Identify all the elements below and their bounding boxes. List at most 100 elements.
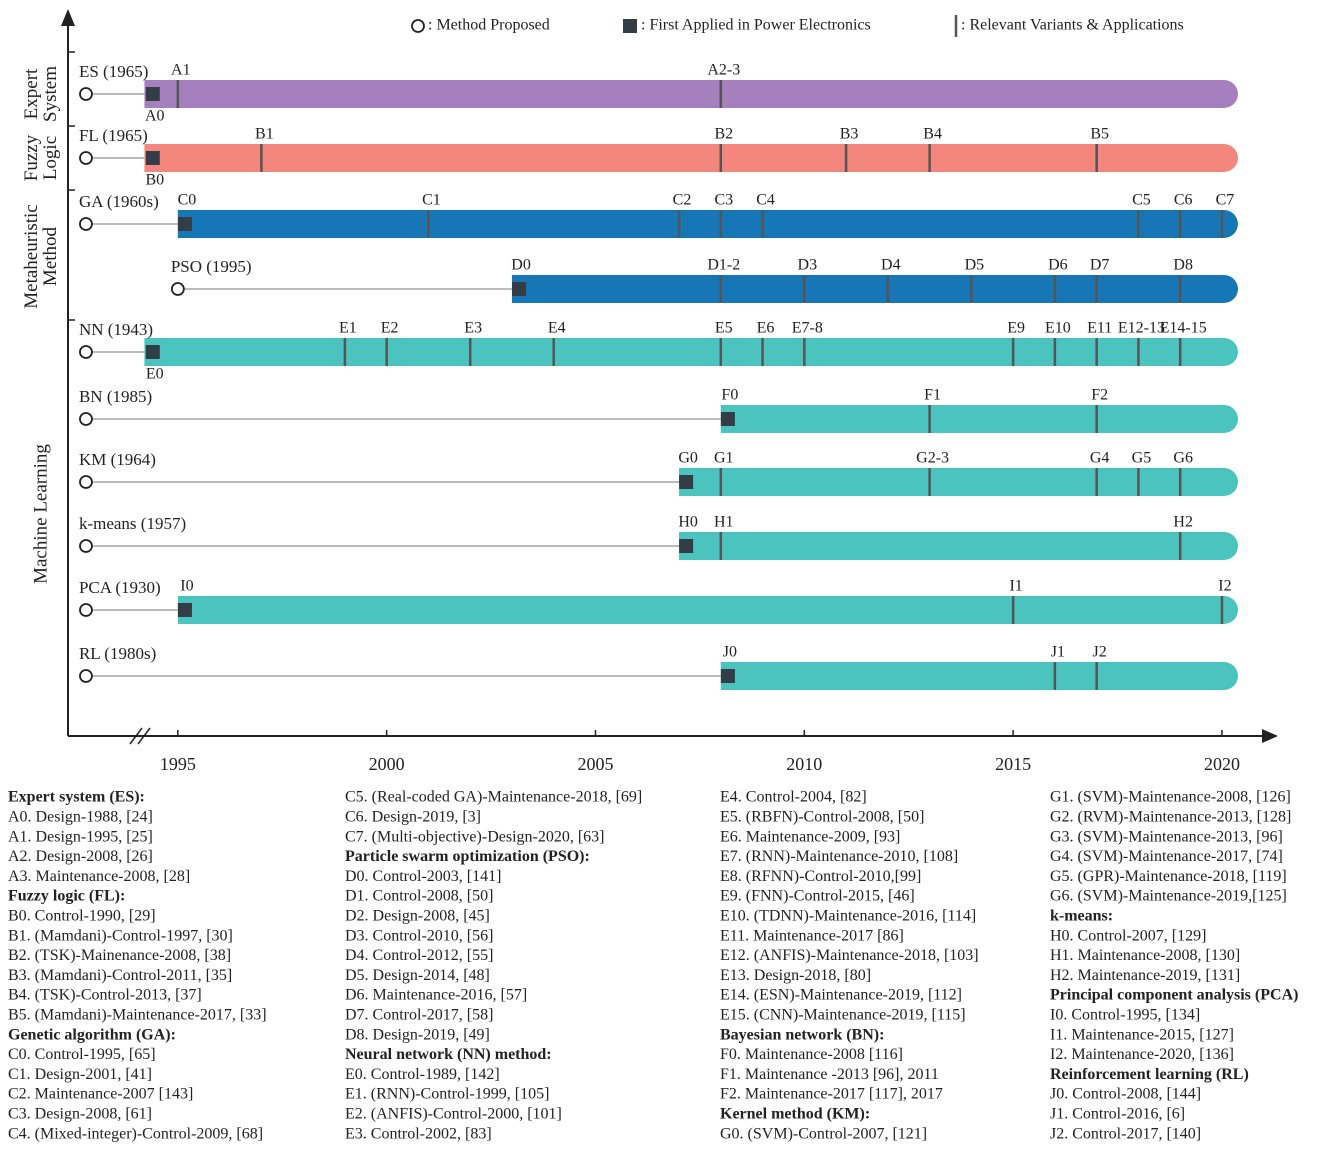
- note-line: C1. Design-2001, [41]: [8, 1066, 152, 1083]
- note-heading: Fuzzy logic (FL):: [8, 888, 125, 905]
- first-applied-marker: [720, 669, 735, 683]
- variant-label: B3: [840, 126, 859, 143]
- note-line: E14. (ESN)-Maintenance-2019, [112]: [720, 987, 962, 1004]
- group-label: Logic: [40, 136, 61, 180]
- first-applied-label: J0: [723, 644, 737, 661]
- timeline-bar: [679, 468, 1238, 496]
- variant-label: C6: [1174, 192, 1193, 209]
- method-label: PSO (1995): [171, 257, 252, 276]
- variant-label: C7: [1216, 192, 1235, 209]
- first-applied-marker: [720, 412, 735, 426]
- variant-label: F1: [924, 387, 941, 404]
- note-line: F2. Maintenance-2017 [117], 2017: [720, 1086, 943, 1103]
- note-line: J1. Control-2016, [6]: [1050, 1105, 1185, 1122]
- note-line: H0. Control-2007, [129]: [1050, 927, 1206, 944]
- note-line: B1. (Mamdani)-Control-1997, [30]: [8, 927, 233, 944]
- note-line: J2. Control-2017, [140]: [1050, 1125, 1201, 1142]
- variant-label: B1: [255, 126, 274, 143]
- note-heading: Neural network (NN) method:: [345, 1046, 552, 1063]
- note-line: A1. Design-1995, [25]: [8, 828, 153, 845]
- note-line: C0. Control-1995, [65]: [8, 1046, 156, 1063]
- method-label: PCA (1930): [79, 578, 161, 597]
- variant-label: A1: [171, 62, 191, 79]
- note-line: D1. Control-2008, [50]: [345, 888, 493, 905]
- note-line: E3. Control-2002, [83]: [345, 1125, 492, 1142]
- x-tick-label: 2015: [995, 754, 1031, 774]
- first-applied-label: E0: [146, 366, 164, 383]
- first-applied-marker: [177, 603, 192, 617]
- note-line: E12. (ANFIS)-Maintenance-2018, [103]: [720, 947, 979, 964]
- x-tick-label: 2020: [1204, 754, 1240, 774]
- variant-label: D3: [798, 257, 818, 274]
- note-heading: Particle swarm optimization (PSO):: [345, 848, 590, 865]
- note-line: C3. Design-2008, [61]: [8, 1105, 152, 1122]
- note-line: G0. (SVM)-Control-2007, [121]: [720, 1125, 927, 1142]
- variant-label: D7: [1090, 257, 1110, 274]
- x-tick-label: 2010: [786, 754, 822, 774]
- group-label: Expert: [21, 68, 42, 119]
- first-applied-marker: [177, 217, 192, 231]
- note-line: G5. (GPR)-Maintenance-2018, [119]: [1050, 868, 1287, 885]
- method-label: FL (1965): [79, 126, 148, 145]
- axis-break: [129, 727, 143, 745]
- first-applied-label: I0: [180, 578, 193, 595]
- note-line: B2. (TSK)-Mainenance-2008, [38]: [8, 947, 231, 964]
- proposed-marker: [79, 151, 93, 165]
- x-axis-arrow: [1262, 729, 1278, 743]
- variant-label: E12-13: [1118, 320, 1165, 337]
- note-line: C4. (Mixed-integer)-Control-2009, [68]: [8, 1125, 263, 1142]
- note-line: E9. (FNN)-Control-2015, [46]: [720, 888, 915, 905]
- note-line: B3. (Mamdani)-Control-2011, [35]: [8, 967, 232, 984]
- legend-label: : First Applied in Power Electronics: [641, 17, 871, 34]
- variant-label: E9: [1007, 320, 1025, 337]
- note-heading: Reinforcement learning (RL): [1050, 1066, 1249, 1083]
- variant-label: C3: [714, 192, 733, 209]
- legend-circle: [411, 19, 425, 33]
- note-line: E2. (ANFIS)-Control-2000, [101]: [345, 1105, 562, 1122]
- note-heading: Kernel method (KM):: [720, 1105, 870, 1122]
- axis-break: [137, 727, 151, 745]
- first-applied-label: B0: [145, 172, 164, 189]
- timeline-bar: [144, 144, 1238, 172]
- variant-label: C1: [422, 192, 441, 209]
- note-line: G6. (SVM)-Maintenance-2019,[125]: [1050, 888, 1287, 905]
- variant-label: A2-3: [707, 62, 740, 79]
- note-heading: Expert system (ES):: [8, 789, 145, 806]
- note-line: G4. (SVM)-Maintenance-2017, [74]: [1050, 848, 1283, 865]
- note-line: D4. Control-2012, [55]: [345, 947, 493, 964]
- proposed-marker: [79, 87, 93, 101]
- variant-label: I1: [1009, 578, 1022, 595]
- timeline-bar: [177, 210, 1238, 238]
- variant-label: E1: [339, 320, 357, 337]
- note-line: G1. (SVM)-Maintenance-2008, [126]: [1050, 789, 1291, 806]
- proposed-marker: [79, 539, 93, 553]
- note-line: E10. (TDNN)-Maintenance-2016, [114]: [720, 907, 976, 924]
- legend-label: : Method Proposed: [428, 17, 550, 34]
- note-line: D8. Design-2019, [49]: [345, 1026, 490, 1043]
- note-line: D0. Control-2003, [141]: [345, 868, 501, 885]
- first-applied-label: A0: [145, 108, 165, 125]
- variant-label: B2: [714, 126, 733, 143]
- first-applied-label: G0: [678, 450, 698, 467]
- timeline-bar: [720, 405, 1238, 434]
- proposed-marker: [79, 603, 93, 617]
- note-line: A2. Design-2008, [26]: [8, 848, 153, 865]
- method-label: ES (1965): [79, 62, 148, 81]
- proposed-marker: [79, 475, 93, 489]
- note-line: E15. (CNN)-Maintenance-2019, [115]: [720, 1006, 966, 1023]
- variant-label: C5: [1132, 192, 1151, 209]
- note-line: F0. Maintenance-2008 [116]: [720, 1046, 903, 1063]
- method-label: NN (1943): [79, 320, 153, 339]
- note-line: B4. (TSK)-Control-2013, [37]: [8, 987, 202, 1004]
- variant-label: F2: [1091, 387, 1108, 404]
- note-line: C2. Maintenance-2007 [143]: [8, 1086, 193, 1103]
- method-label: GA (1960s): [79, 192, 159, 211]
- note-line: E5. (RBFN)-Control-2008, [50]: [720, 808, 924, 825]
- variant-label: D5: [965, 257, 985, 274]
- note-line: C6. Design-2019, [3]: [345, 808, 481, 825]
- proposed-marker: [79, 345, 93, 359]
- method-label: RL (1980s): [79, 644, 156, 663]
- note-line: G3. (SVM)-Maintenance-2013, [96]: [1050, 828, 1283, 845]
- variant-label: G1: [714, 450, 734, 467]
- x-tick-label: 1995: [160, 754, 196, 774]
